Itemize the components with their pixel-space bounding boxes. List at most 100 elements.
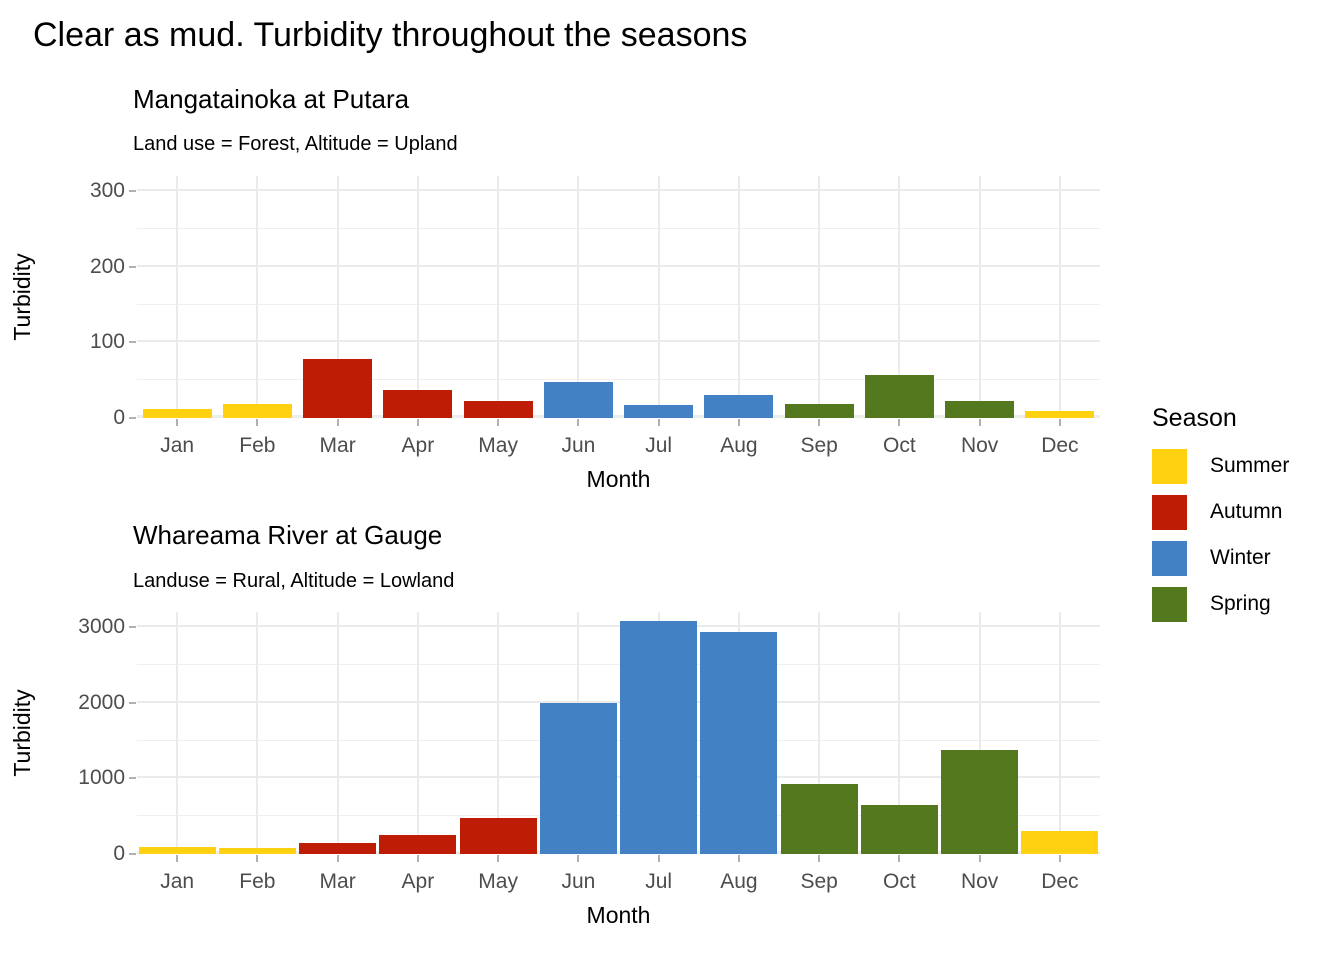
legend-item-label: Autumn [1210,500,1283,523]
x-axis-tick-mark [336,419,339,426]
bar-aug[interactable] [704,395,774,418]
y-axis-tick-mark [129,777,136,780]
gridline-minor-horizontal [137,739,1100,741]
gridline-major-horizontal [137,625,1100,628]
bar-nov[interactable] [945,401,1015,418]
y-axis-title: Turbidity [9,689,35,777]
bar-jun[interactable] [543,381,613,418]
x-axis-tick-mark [978,419,981,426]
x-axis-tick-label-dec: Dec [1041,870,1079,893]
bar-aug[interactable] [700,632,778,854]
legend-swatch-summer [1152,449,1187,484]
bar-dec[interactable] [1025,411,1095,418]
gridline-major-vertical [497,176,500,418]
y-axis-tick-label: 100 [89,330,125,354]
x-axis-tick-label-feb: Feb [239,870,276,893]
bar-sep[interactable] [780,784,858,854]
gridline-major-vertical [256,612,259,854]
y-axis-tick-label: 1000 [78,766,125,790]
x-axis-tick-label-may: May [478,870,518,893]
panel-subtitle: Land use = Forest, Altitude = Upland [133,133,458,155]
x-axis-tick-label-may: May [478,434,518,457]
bar-may[interactable] [463,400,533,418]
bar-sep[interactable] [784,403,854,418]
y-axis-tick-mark [129,265,136,268]
gridline-major-vertical [898,612,901,854]
gridline-major-vertical [737,176,740,418]
x-axis-tick-label-aug: Aug [720,870,758,893]
x-axis-tick-mark [577,419,580,426]
bar-jan[interactable] [142,408,212,418]
gridline-minor-horizontal [137,303,1100,305]
x-axis-tick-mark [577,855,580,862]
gridline-major-horizontal [137,776,1100,779]
legend-item-label: Summer [1210,454,1290,477]
gridline-minor-horizontal [137,815,1100,817]
x-axis-tick-mark [176,419,179,426]
gridline-minor-horizontal [137,379,1100,381]
x-axis-tick-mark [416,419,419,426]
x-axis-tick-mark [818,855,821,862]
y-axis-tick-mark [129,701,136,704]
gridline-minor-horizontal [137,663,1100,665]
x-axis-title: Month [586,466,651,492]
y-axis-tick-mark [129,190,136,193]
x-axis-tick-label-nov: Nov [960,434,999,457]
bar-may[interactable] [459,818,537,854]
y-axis-tick-mark [129,626,136,629]
gridline-major-horizontal [137,340,1100,343]
bar-oct[interactable] [864,374,934,418]
x-axis-tick-label-apr: Apr [401,870,435,893]
gridline-major-vertical [577,176,580,418]
legend-item-label: Winter [1210,546,1271,569]
gridline-major-vertical [416,176,419,418]
gridline-major-vertical [176,176,179,418]
x-axis-tick-label-jun: Jun [561,434,596,457]
x-axis-tick-mark [256,419,259,426]
y-axis-title: Turbidity [9,253,35,341]
gridline-major-vertical [818,612,821,854]
bar-jul[interactable] [624,405,694,418]
y-axis-tick-mark [129,853,136,855]
bar-nov[interactable] [941,750,1019,854]
bar-jan[interactable] [138,847,216,854]
panel-title: Whareama River at Gauge [133,520,443,550]
legend-title: Season [1152,404,1237,432]
bar-feb[interactable] [222,404,292,418]
legend-item-label: Spring [1210,592,1271,615]
bar-feb[interactable] [218,847,296,854]
x-axis-tick-mark [737,855,740,862]
bar-apr[interactable] [379,834,457,854]
bar-dec[interactable] [1021,830,1099,854]
x-axis-tick-label-jul: Jul [645,870,673,893]
figure-title: Clear as mud. Turbidity throughout the s… [33,16,748,54]
x-axis-tick-label-jan: Jan [160,870,195,893]
bar-jul[interactable] [620,621,698,854]
gridline-major-horizontal [137,700,1100,703]
x-axis-tick-mark [1058,419,1061,426]
gridline-major-vertical [256,176,259,418]
gridline-major-horizontal [137,189,1100,192]
bar-oct[interactable] [860,804,938,854]
x-axis-tick-mark [737,419,740,426]
y-axis-tick-label: 3000 [78,615,125,639]
x-axis-tick-mark [657,419,660,426]
panel-title: Mangatainoka at Putara [133,84,410,114]
y-axis-tick-label: 0 [113,842,125,865]
bar-mar[interactable] [299,842,377,854]
y-axis-tick-label: 2000 [78,690,125,714]
gridline-major-vertical [176,612,179,854]
plot-area [137,612,1100,854]
x-axis-tick-label-jul: Jul [645,434,673,457]
x-axis-tick-mark [978,855,981,862]
x-axis-tick-label-aug: Aug [720,434,758,457]
bar-apr[interactable] [383,390,453,418]
bar-mar[interactable] [303,359,373,418]
gridline-major-vertical [978,176,981,418]
x-axis-tick-mark [336,855,339,862]
x-axis-tick-label-oct: Oct [883,434,916,457]
gridline-major-vertical [1058,176,1061,418]
bar-jun[interactable] [539,702,617,854]
y-axis-tick-mark [129,417,136,419]
